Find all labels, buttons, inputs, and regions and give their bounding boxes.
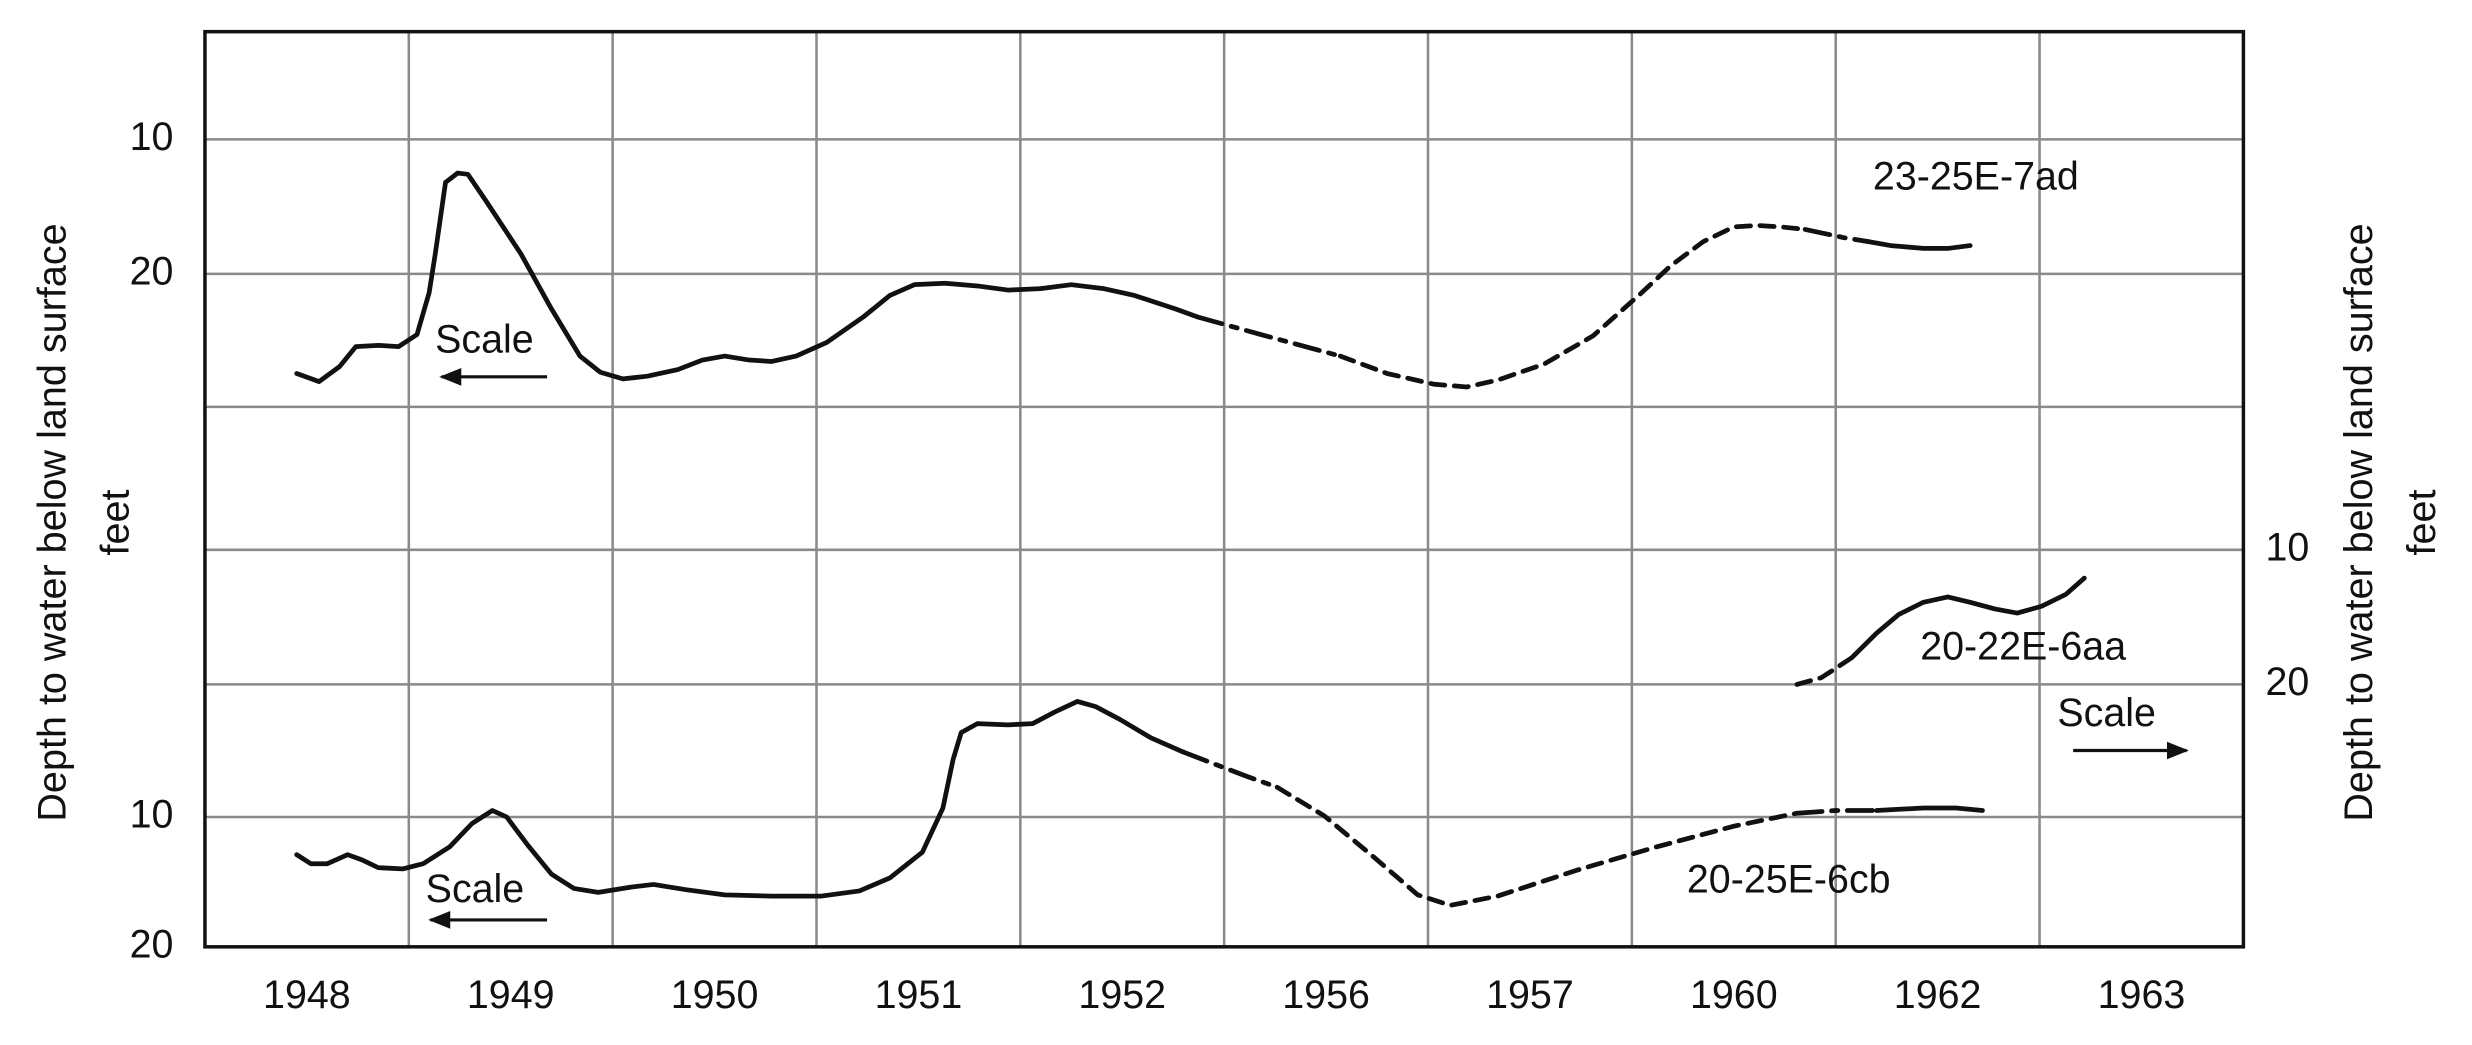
x-tick-label: 1963	[2098, 973, 2186, 1017]
series-line	[1794, 808, 1879, 816]
series-line	[294, 699, 1186, 899]
x-tick-label: 1957	[1486, 973, 1574, 1017]
x-tick-label: 1950	[671, 973, 759, 1017]
series-line	[1865, 239, 1973, 251]
annotation: Scale	[426, 867, 525, 911]
grid	[204, 31, 2244, 949]
series-line	[1849, 575, 2087, 660]
x-tick-label: 1952	[1078, 973, 1166, 1017]
series-label: 23-25E-7ad	[1873, 154, 2079, 198]
annotation: Scale	[435, 317, 534, 361]
y-tick-label: 10	[130, 115, 174, 159]
series-line	[294, 170, 1201, 384]
series-label: 20-22E-6aa	[1920, 625, 2126, 669]
plot-frame	[203, 29, 2246, 949]
y2-tick-label: 20	[2265, 660, 2309, 704]
y-axis-title: Depth to water below land surface	[31, 223, 75, 821]
y-tick-label: 20	[130, 922, 174, 966]
series-line	[1180, 749, 1280, 790]
series-line	[1794, 655, 1855, 687]
x-tick-label: 1951	[875, 973, 963, 1017]
y2-axis-title: feet	[2400, 489, 2444, 555]
y-tick-label: 10	[130, 792, 174, 836]
x-tick-label: 1956	[1282, 973, 1370, 1017]
x-tick-label: 1948	[263, 973, 351, 1017]
series-line	[1195, 314, 1343, 359]
x-tick-label: 1949	[467, 973, 555, 1017]
series-label: 20-25E-6cb	[1687, 857, 1891, 901]
y-axis-title: feet	[94, 489, 138, 555]
annotation: Scale	[2057, 691, 2156, 735]
x-tick-label: 1960	[1690, 973, 1778, 1017]
series-line	[1802, 227, 1871, 244]
series-line	[1338, 223, 1808, 390]
y2-axis-title: Depth to water below land surface	[2337, 223, 2381, 821]
y-tick-label: 20	[130, 249, 174, 293]
series-line	[1874, 805, 1985, 813]
series-line	[1274, 784, 1800, 908]
x-tick-label: 1962	[1894, 973, 1982, 1017]
y2-tick-label: 10	[2265, 525, 2309, 569]
plot	[294, 170, 2087, 908]
